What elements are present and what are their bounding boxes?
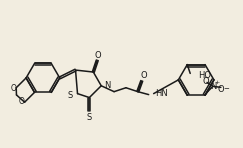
Text: S: S xyxy=(68,91,73,100)
Text: +: + xyxy=(214,80,219,85)
Text: S: S xyxy=(87,113,92,122)
Text: HO: HO xyxy=(198,71,211,80)
Text: −: − xyxy=(223,86,229,92)
Text: N: N xyxy=(104,81,110,90)
Text: HN: HN xyxy=(156,89,168,98)
Text: O: O xyxy=(19,97,25,106)
Text: O: O xyxy=(203,77,209,86)
Text: O: O xyxy=(140,71,147,81)
Text: O: O xyxy=(10,84,16,93)
Text: N: N xyxy=(210,82,216,91)
Text: O: O xyxy=(95,51,102,60)
Text: O: O xyxy=(217,85,224,94)
